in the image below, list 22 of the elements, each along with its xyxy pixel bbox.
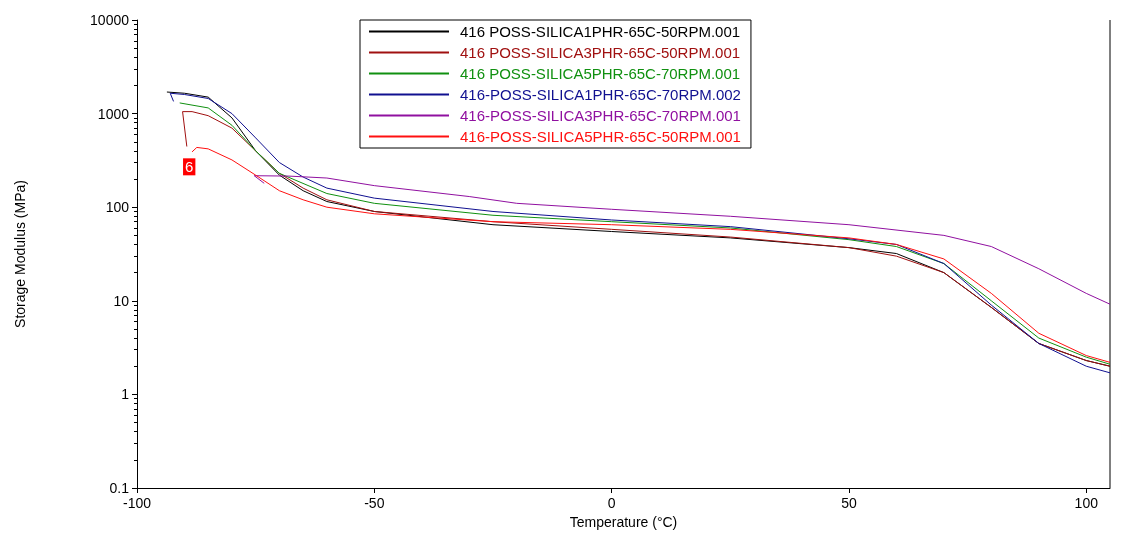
x-tick-label: -100 <box>122 495 152 511</box>
text: 416-POSS-SILICA5PHR-65C-50RPM.001 <box>460 128 741 145</box>
line-series <box>191 146 1111 363</box>
y-tick-label: 0.1 <box>109 480 130 496</box>
y-tick-label: 1 <box>121 386 130 403</box>
y-axis-title: Storage Modulus (MPa) <box>12 180 28 328</box>
text: 416 POSS-SILICA3PHR-65C-50RPM.001 <box>460 44 741 61</box>
text: 416-POSS-SILICA3PHR-65C-70RPM.001 <box>460 107 741 124</box>
line-series <box>253 175 1111 305</box>
y-tick-label: 10000 <box>90 12 130 28</box>
annotation: 6 <box>185 158 194 176</box>
text: 416 POSS-SILICA1PHR-65C-50RPM.001 <box>460 23 741 40</box>
y-tick-label: 100 <box>105 199 130 216</box>
x-tick-label: -50 <box>364 495 385 511</box>
x-tick-label: 100 <box>1074 495 1099 511</box>
x-axis-title: Temperature (°C) <box>569 513 678 530</box>
text: 416-POSS-SILICA1PHR-65C-70RPM.002 <box>460 86 741 103</box>
x-tick-label: 0 <box>607 495 616 511</box>
x-tick-label: 50 <box>841 495 857 511</box>
text: 416 POSS-SILICA5PHR-65C-70RPM.001 <box>460 65 741 82</box>
y-tick-label: 1000 <box>97 105 130 122</box>
y-tick-label: 10 <box>113 292 130 309</box>
